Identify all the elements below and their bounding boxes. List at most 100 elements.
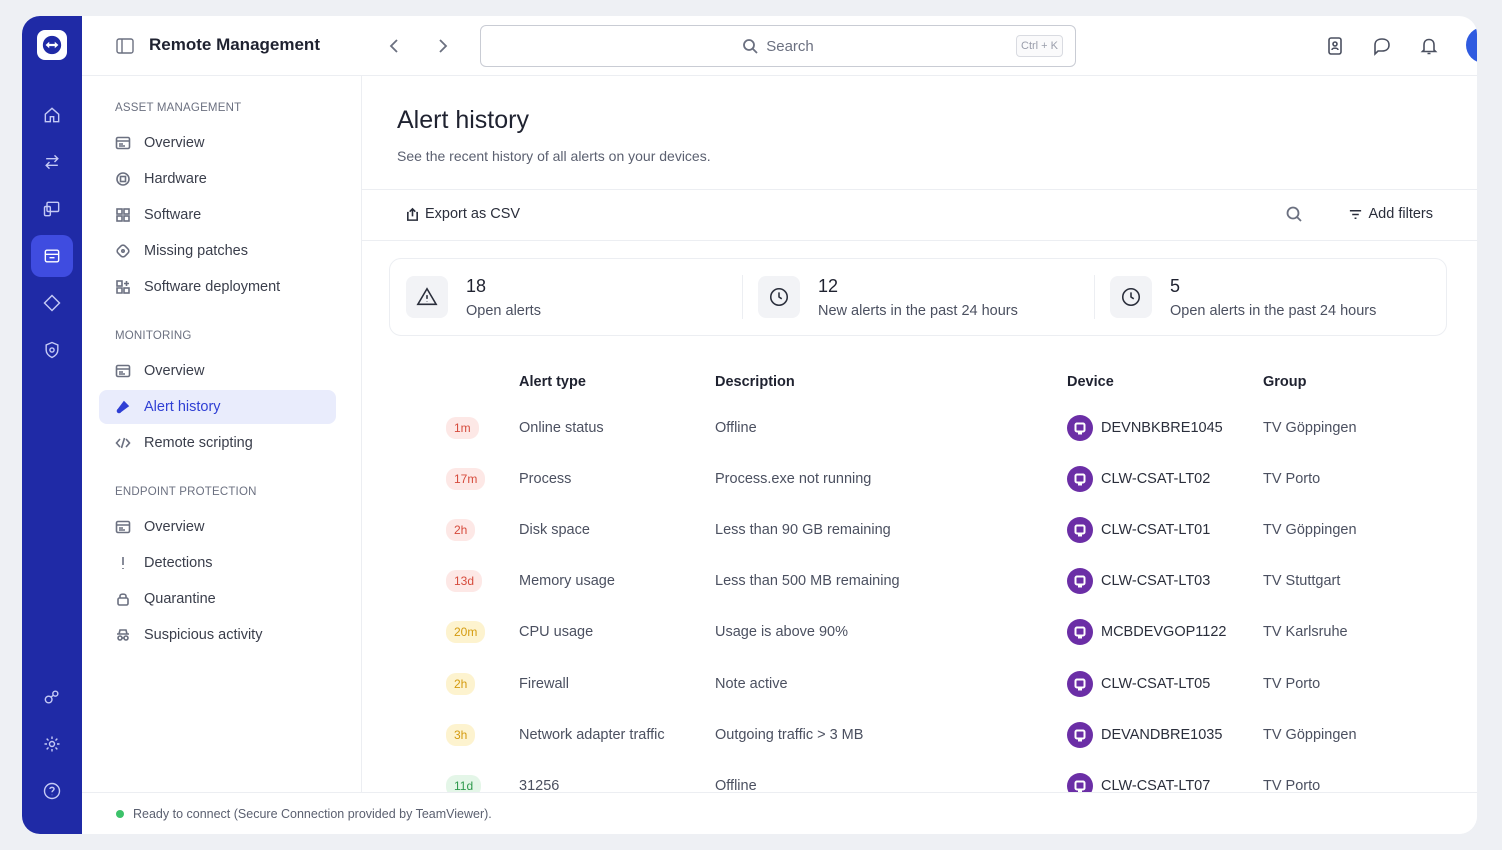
add-filters-button[interactable]: Add filters <box>1348 206 1433 222</box>
tag-icon[interactable] <box>31 282 73 324</box>
header-alert-type[interactable]: Alert type <box>519 374 586 390</box>
section-title-monitoring: MONITORING <box>115 330 192 342</box>
bell-icon[interactable] <box>1419 36 1439 56</box>
sidebar-toggle-icon[interactable] <box>116 38 134 54</box>
age-cell: 2h <box>362 672 519 695</box>
device-cell[interactable]: CLW-CSAT-LT05 <box>1067 670 1263 697</box>
header-device[interactable]: Device <box>1067 374 1114 390</box>
device-cell[interactable]: CLW-CSAT-LT03 <box>1067 568 1263 595</box>
nav-software[interactable]: Software <box>99 198 336 232</box>
table-row[interactable]: 2h Firewall Note active CLW-CSAT-LT05 TV Por… <box>362 658 1477 709</box>
export-csv-button[interactable]: Export as CSV <box>405 206 520 222</box>
nav-detections[interactable]: Detections <box>99 546 336 580</box>
table-row[interactable]: 20m CPU usage Usage is above 90% MCBDEVGOP1… <box>362 607 1477 658</box>
nav-monitoring-overview[interactable]: Overview <box>99 354 336 388</box>
stat-open-alerts-24h: 5 Open alerts in the past 24 hours <box>1094 259 1446 335</box>
alert-bell-icon <box>115 399 131 415</box>
device-name: DEVANDBRE1035 <box>1101 726 1223 743</box>
chat-icon[interactable] <box>1372 36 1392 56</box>
warning-icon <box>406 276 448 318</box>
nav-asset-overview[interactable]: Overview <box>99 126 336 160</box>
description-cell: Outgoing traffic > 3 MB <box>715 726 864 743</box>
nav-suspicious-activity[interactable]: Suspicious activity <box>99 618 336 652</box>
age-cell: 2h <box>362 518 519 541</box>
section-title-asset-management: ASSET MANAGEMENT <box>115 102 242 114</box>
header-group[interactable]: Group <box>1263 374 1307 390</box>
spy-icon <box>115 627 131 643</box>
group-cell: TV Göppingen <box>1263 521 1357 538</box>
overview-icon <box>115 519 131 535</box>
table-search-icon[interactable] <box>1285 205 1303 223</box>
toolbar: Export as CSV Add filters <box>362 189 1477 241</box>
group-cell: TV Stuttgart <box>1263 573 1341 590</box>
help-icon[interactable] <box>31 770 73 812</box>
device-cell[interactable]: MCBDEVGOP1122 <box>1067 619 1263 646</box>
patch-icon <box>115 243 131 259</box>
nav-hardware[interactable]: Hardware <box>99 162 336 196</box>
home-icon[interactable] <box>31 94 73 136</box>
stats-summary: 18 Open alerts 12 New alerts in the past… <box>389 258 1447 336</box>
description-cell: Less than 90 GB remaining <box>715 521 891 538</box>
device-cell[interactable]: DEVANDBRE1035 <box>1067 721 1263 748</box>
table-row[interactable]: 13d Memory usage Less than 500 MB remainin… <box>362 556 1477 607</box>
alert-type-cell: Online status <box>519 419 604 436</box>
table-row[interactable]: 3h Network adapter traffic Outgoing traffi… <box>362 709 1477 760</box>
transfer-icon[interactable] <box>31 141 73 183</box>
table-row[interactable]: 11d 31256 Offline CLW-CSAT-LT07 TV Porto <box>362 760 1477 811</box>
contacts-icon[interactable] <box>1325 36 1345 56</box>
nav-alert-history[interactable]: Alert history <box>99 390 336 424</box>
nav-software-deployment[interactable]: Software deployment <box>99 270 336 304</box>
export-csv-label: Export as CSV <box>425 206 521 222</box>
remote-management-icon[interactable] <box>31 235 73 277</box>
nav-quarantine[interactable]: Quarantine <box>99 582 336 616</box>
description-cell: Offline <box>715 419 757 436</box>
stat-label: Open alerts in the past 24 hours <box>1170 302 1377 319</box>
lock-icon <box>115 591 131 607</box>
nav-label: Suspicious activity <box>144 627 263 643</box>
table-row[interactable]: 1m Online status Offline DEVNBKBRE1045 TV Gö… <box>362 402 1477 453</box>
nav-missing-patches[interactable]: Missing patches <box>99 234 336 268</box>
nav-label: Software deployment <box>144 279 281 295</box>
device-cell[interactable]: CLW-CSAT-LT02 <box>1067 465 1263 492</box>
page-title: Alert history <box>397 106 529 134</box>
alerts-table: Alert type Description Device Group 1m On… <box>362 362 1477 812</box>
age-badge: 20m <box>446 621 486 644</box>
device-name: DEVNBKBRE1045 <box>1101 419 1223 436</box>
devices-icon[interactable] <box>31 188 73 230</box>
app-title: Remote Management <box>149 35 320 54</box>
device-name: CLW-CSAT-LT02 <box>1101 470 1211 487</box>
table-row[interactable]: 17m Process Process.exe not running CLW-CSA… <box>362 453 1477 504</box>
settings-icon[interactable] <box>31 723 73 765</box>
nav-label: Detections <box>144 555 213 571</box>
workspace: Remote Management Search Ctrl + K <box>82 16 1477 834</box>
description-cell: Offline <box>715 777 757 794</box>
forward-arrow-icon[interactable] <box>432 36 452 56</box>
device-icon <box>1067 465 1093 492</box>
shield-icon[interactable] <box>31 329 73 371</box>
header-description[interactable]: Description <box>715 374 795 390</box>
integrations-icon[interactable] <box>31 676 73 718</box>
table-row[interactable]: 2h Disk space Less than 90 GB remaining CLW… <box>362 504 1477 555</box>
age-badge: 2h <box>446 518 476 541</box>
alert-type-cell: Network adapter traffic <box>519 726 665 743</box>
grid-icon <box>115 207 131 223</box>
age-cell: 17m <box>362 467 519 490</box>
nav-endpoint-overview[interactable]: Overview <box>99 510 336 544</box>
user-avatar[interactable] <box>1466 27 1477 63</box>
global-search-input[interactable]: Search Ctrl + K <box>480 25 1076 67</box>
back-arrow-icon[interactable] <box>385 36 405 56</box>
age-badge: 11d <box>446 774 482 797</box>
add-filters-label: Add filters <box>1368 206 1433 222</box>
stat-new-alerts-24h: 12 New alerts in the past 24 hours <box>742 259 1094 335</box>
nav-remote-scripting[interactable]: Remote scripting <box>99 426 336 460</box>
stat-value: 5 <box>1170 275 1181 296</box>
connection-status-dot <box>116 809 124 818</box>
description-cell: Usage is above 90% <box>715 624 848 641</box>
section-gap <box>82 306 361 330</box>
teamviewer-logo-icon[interactable] <box>37 30 67 60</box>
content-panel: Alert history See the recent history of … <box>362 76 1477 834</box>
device-cell[interactable]: DEVNBKBRE1045 <box>1067 414 1263 441</box>
device-icon <box>1067 568 1093 595</box>
device-cell[interactable]: CLW-CSAT-LT01 <box>1067 516 1263 543</box>
secondary-sidebar: ASSET MANAGEMENT Overview Hardware Softw… <box>82 76 362 834</box>
